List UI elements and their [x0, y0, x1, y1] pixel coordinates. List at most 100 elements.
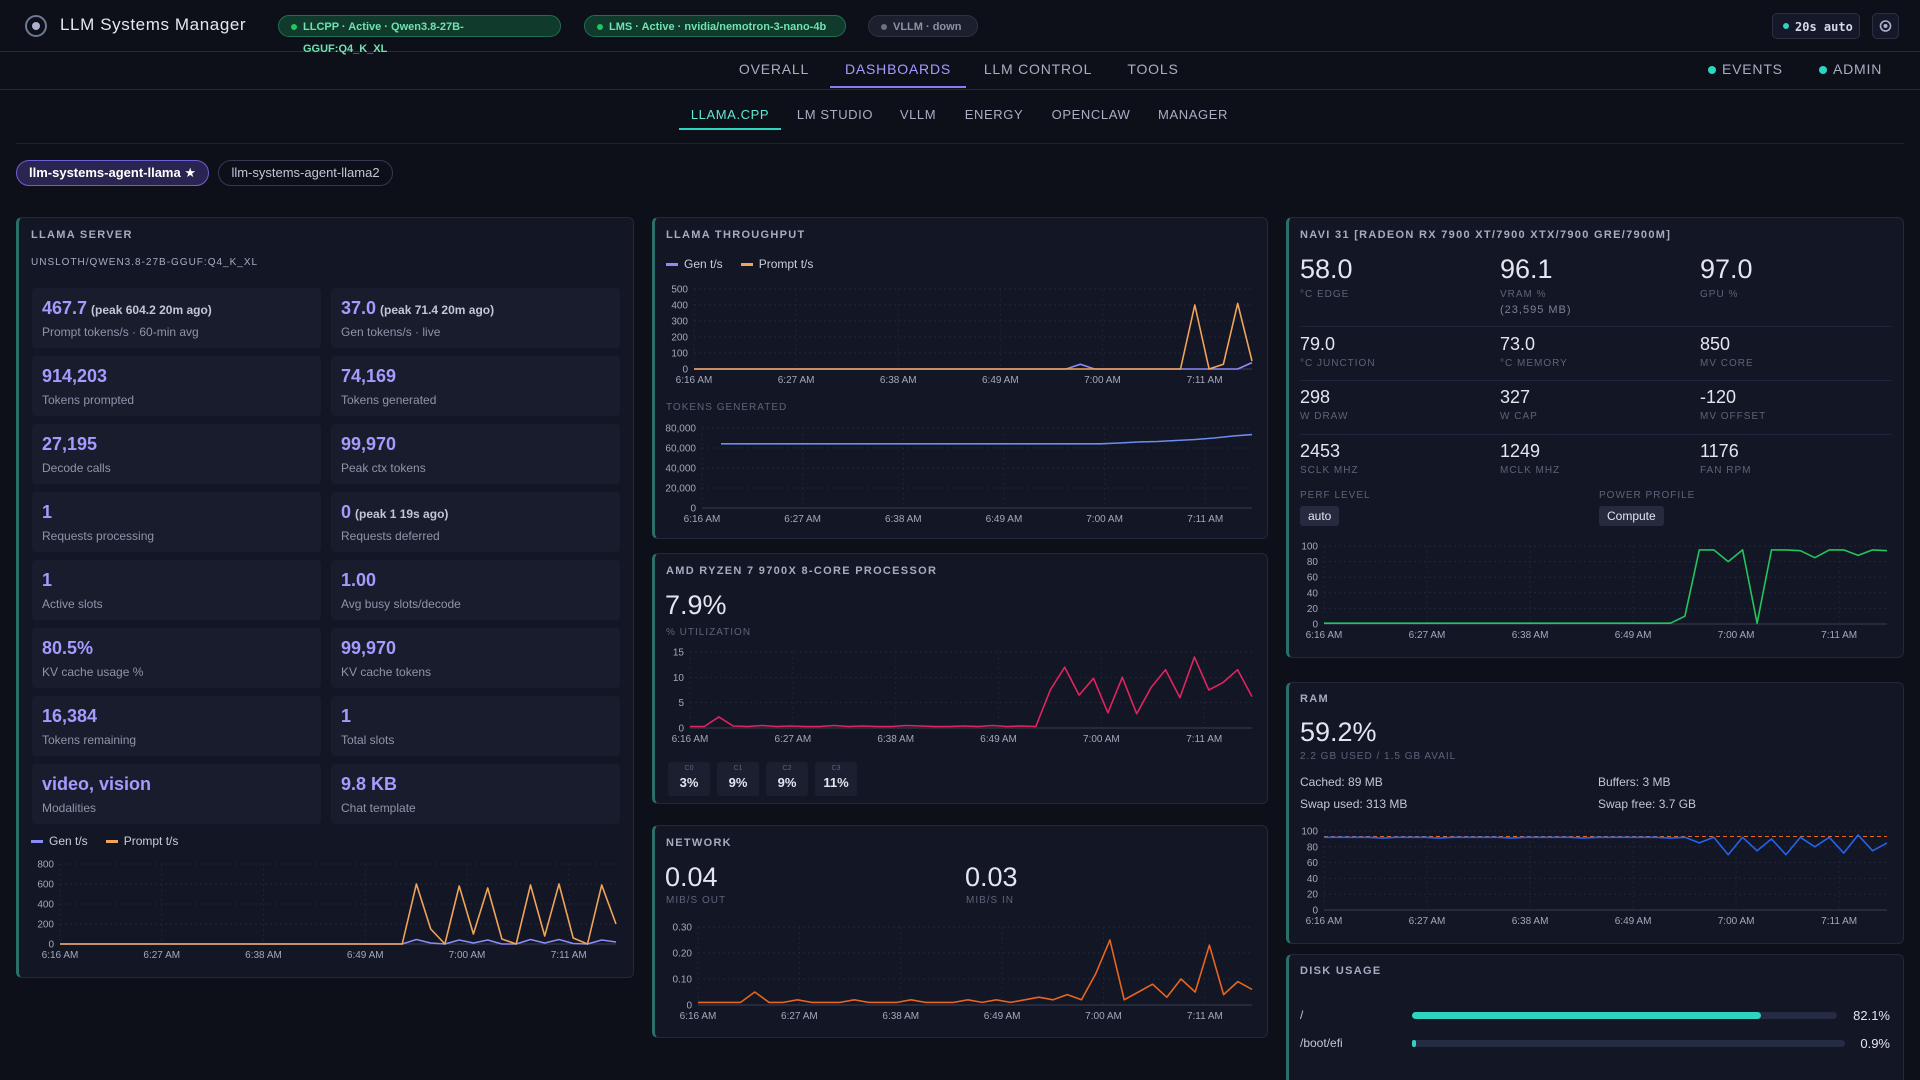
status-dot [1819, 66, 1827, 74]
stat-card: 16,384 Tokens remaining [32, 696, 321, 756]
sub-tab[interactable]: VLLM [899, 107, 937, 122]
stat-value: 74,169 [341, 366, 396, 387]
legend-item: Prompt t/s [105, 834, 178, 848]
y-tick-label: 60,000 [665, 444, 696, 455]
y-tick-label: 100 [671, 349, 688, 360]
y-tick-label: 0.30 [673, 923, 693, 934]
sub-tab[interactable]: ENERGY [964, 107, 1024, 122]
panel-title: NAVI 31 [RADEON RX 7900 XT/7900 XTX/7900… [1300, 229, 1672, 241]
x-tick-label: 7:00 AM [1718, 916, 1755, 927]
stat-label: Avg busy slots/decode [341, 597, 461, 611]
x-tick-label: 6:27 AM [1409, 916, 1446, 927]
nav-tab[interactable]: TOOLS [1127, 61, 1179, 77]
stat-number: 1 [341, 706, 352, 726]
stat-label: Tokens prompted [42, 393, 135, 407]
x-tick-label: 6:49 AM [347, 950, 384, 961]
agent-tab[interactable]: llm-systems-agent-llama ★ [16, 160, 209, 186]
y-tick-label: 80 [1307, 557, 1319, 568]
x-tick-label: 6:49 AM [1615, 916, 1652, 927]
stat-number: 99,970 [341, 638, 397, 658]
metric-label: MIB/S OUT [666, 895, 727, 906]
nav-tab[interactable]: DASHBOARDS [844, 61, 952, 77]
sub-tab[interactable]: LLAMA.CPP [690, 107, 770, 122]
stat-value: video, vision [42, 774, 151, 795]
stat-number: video, vision [42, 774, 152, 794]
x-tick-label: 6:38 AM [880, 375, 917, 386]
gpu-label: FAN RPM [1700, 465, 1752, 476]
panel-title: LLAMA SERVER [31, 229, 133, 241]
x-tick-label: 6:49 AM [986, 514, 1023, 525]
gpu-value: 298 [1300, 387, 1331, 407]
stat-number: 16,384 [42, 706, 98, 726]
series-line [698, 939, 1253, 1004]
disk-percent: 0.9% [1860, 1036, 1890, 1051]
y-tick-label: 0 [682, 365, 688, 376]
core-value: 9% [777, 775, 797, 790]
refresh-control[interactable]: 20s auto [1772, 13, 1860, 39]
y-tick-label: 200 [37, 920, 54, 931]
nav-tab[interactable]: LLM CONTROL [983, 61, 1093, 77]
gpu-value: 2453 [1300, 441, 1341, 461]
stat-value: 1 [42, 570, 52, 591]
legend-item: Gen t/s [666, 257, 723, 271]
stat-label: Prompt tokens/s · 60-min avg [42, 325, 199, 339]
x-tick-label: 7:00 AM [1086, 514, 1123, 525]
stat-card: 1 Total slots [331, 696, 620, 756]
y-tick-label: 300 [671, 317, 688, 328]
y-tick-label: 500 [671, 285, 688, 296]
x-tick-label: 6:16 AM [1306, 630, 1343, 641]
x-tick-label: 6:38 AM [1512, 630, 1549, 641]
stat-card: 27,195 Decode calls [32, 424, 321, 484]
tokens-chart: 6:16 AM 6:27 AM 6:38 AM 6:49 AM 7:00 AM 7:11 … [665, 424, 1253, 525]
y-tick-label: 800 [37, 860, 54, 871]
x-tick-label: 6:49 AM [1615, 630, 1652, 641]
x-tick-label: 6:16 AM [1306, 916, 1343, 927]
cpu-chart: 6:16 AM 6:27 AM 6:38 AM 6:49 AM 7:00 AM 7:11 … [672, 648, 1253, 745]
sub-tab[interactable]: MANAGER [1158, 107, 1228, 122]
metric-label: PERF LEVEL [1300, 490, 1371, 501]
status-badge: LMS · Active · nvidia/nemotron-3-nano-4b [584, 15, 846, 37]
series-line [60, 883, 617, 945]
core-name: C0 [684, 765, 694, 772]
stat-note: (peak 604.2 20m ago) [91, 303, 212, 317]
agent-tab[interactable]: llm-systems-agent-llama2 [218, 160, 393, 186]
gpu-value: 97.0 [1700, 254, 1753, 284]
settings-button[interactable] [1872, 13, 1899, 39]
y-tick-label: 600 [37, 880, 54, 891]
gpu-label: GPU % [1700, 289, 1739, 300]
y-tick-label: 60 [1307, 858, 1319, 869]
x-tick-label: 6:49 AM [980, 734, 1017, 745]
legend: Gen t/s Prompt t/s [666, 257, 813, 271]
x-tick-label: 7:11 AM [1187, 1011, 1223, 1022]
y-tick-label: 0 [678, 724, 684, 735]
core-chip: C1 9% [717, 762, 759, 796]
gpu-label: °C JUNCTION [1300, 358, 1376, 369]
logo [25, 15, 47, 37]
stat-label: Total slots [341, 733, 395, 747]
legend-label: Gen t/s [49, 834, 88, 848]
sub-tab[interactable]: LM STUDIO [796, 107, 874, 122]
x-tick-label: 6:16 AM [680, 1011, 717, 1022]
disk-track [1412, 1040, 1845, 1047]
separator [1300, 380, 1892, 381]
x-tick-label: 6:16 AM [676, 375, 713, 386]
nav-link[interactable]: ADMIN [1833, 61, 1883, 77]
gpu-value: 79.0 [1300, 334, 1336, 354]
separator [1300, 326, 1892, 327]
nav-link[interactable]: EVENTS [1722, 61, 1783, 77]
y-tick-label: 0.20 [673, 949, 693, 960]
stat-label: Modalities [42, 801, 97, 815]
panel-title: DISK USAGE [1300, 965, 1382, 977]
sub-tab[interactable]: OPENCLAW [1051, 107, 1131, 122]
stat-value: 914,203 [42, 366, 107, 387]
gpu-value: 1176 [1700, 441, 1739, 461]
stat-card: 99,970 Peak ctx tokens [331, 424, 620, 484]
chart-title: TOKENS GENERATED [666, 402, 788, 413]
core-chip: C3 11% [815, 762, 857, 796]
nav-tab[interactable]: OVERALL [738, 61, 810, 77]
stat-note: (peak 71.4 20m ago) [380, 303, 495, 317]
status-badge: VLLM · down [868, 15, 978, 37]
gpu-value: 1249 [1500, 441, 1541, 461]
core-name: C3 [831, 765, 841, 772]
